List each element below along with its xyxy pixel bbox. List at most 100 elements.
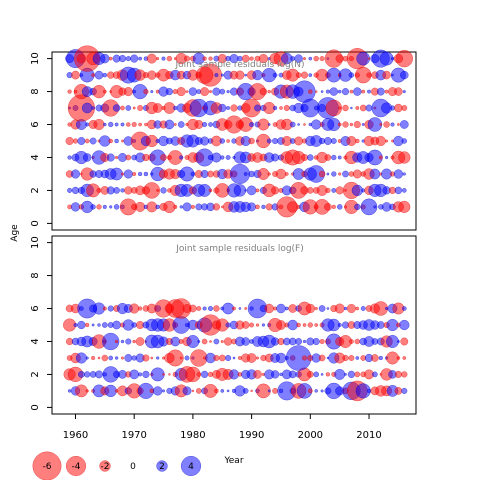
residual-bubble — [396, 123, 400, 126]
residual-bubble — [91, 323, 95, 327]
residual-bubble — [81, 102, 93, 114]
residual-bubble — [225, 322, 231, 328]
residual-bubble — [72, 138, 79, 144]
residual-bubble — [384, 155, 389, 160]
residual-bubble — [335, 186, 344, 195]
residual-bubble — [67, 155, 72, 160]
residual-bubble — [137, 306, 143, 311]
residual-bubble — [186, 335, 200, 348]
residual-bubble — [73, 322, 78, 328]
residual-bubble — [379, 123, 383, 126]
residual-bubble — [102, 72, 108, 78]
residual-bubble — [108, 355, 114, 361]
residual-bubble — [314, 323, 319, 327]
panel-top-frame — [51, 51, 417, 231]
x-tick-label: 2000 — [298, 430, 323, 441]
panel-bottom-title: Joint sample residuals log(F) — [175, 244, 303, 254]
residual-bubble — [355, 356, 360, 360]
legend-bubble — [180, 455, 202, 477]
residual-bubble — [77, 370, 85, 378]
residual-bubble — [355, 306, 360, 311]
residual-bubble — [194, 120, 204, 129]
residual-bubble — [207, 305, 214, 312]
residual-bubble — [254, 104, 261, 112]
residual-bubble — [284, 172, 289, 176]
panel-top-y-axis: 0 2 4 6 8 10 — [30, 52, 52, 227]
residual-bubble — [306, 187, 314, 194]
residual-bubble — [222, 302, 234, 315]
residual-bubble — [91, 73, 96, 78]
residual-bubble — [150, 90, 154, 94]
residual-bubble — [301, 355, 308, 361]
residual-bubble — [107, 305, 114, 312]
residual-bubble — [398, 200, 411, 213]
residual-bubble — [307, 154, 314, 161]
residual-bubble — [401, 105, 408, 111]
residual-bubble — [85, 389, 89, 393]
residual-bubble — [85, 122, 90, 127]
residual-bubble — [313, 55, 319, 62]
residual-bubble — [302, 57, 307, 61]
panel-bottom-y-axis: 0 2 4 6 8 10 — [30, 236, 52, 411]
y-tick-label: 8 — [30, 88, 41, 94]
residual-bubble — [288, 370, 297, 379]
residual-bubble — [213, 305, 220, 312]
residual-bubble — [162, 373, 165, 376]
residual-bubble — [323, 137, 332, 145]
residual-bubble — [100, 53, 110, 64]
residual-bubble — [376, 321, 385, 329]
residual-bubble — [226, 106, 231, 110]
residual-bubble — [244, 189, 247, 192]
residual-bubble — [255, 356, 260, 360]
residual-bubble — [287, 201, 299, 213]
residual-bubble — [235, 70, 245, 80]
residual-bubble — [264, 303, 274, 314]
residual-bubble — [220, 389, 225, 393]
residual-bubble — [331, 154, 337, 161]
residual-bubble — [176, 87, 186, 97]
residual-bubble — [250, 389, 253, 393]
panel-top-title: Joint sample residuals log(N) — [174, 60, 304, 70]
residual-bubble — [233, 184, 247, 197]
residual-bubble — [312, 337, 320, 346]
residual-bubble — [294, 136, 304, 146]
residual-bubble — [102, 89, 107, 94]
residual-bubble — [75, 352, 87, 364]
residual-bubble — [361, 89, 366, 94]
residual-bubble — [342, 104, 349, 112]
residual-bubble — [369, 168, 381, 180]
legend-label: 0 — [130, 462, 136, 472]
residual-bubble — [334, 303, 345, 314]
residual-bubble — [241, 321, 250, 329]
y-tick-label: 0 — [30, 404, 41, 410]
residual-bubble — [398, 151, 411, 164]
panel-top-bubbles — [65, 45, 413, 218]
residual-bubble — [85, 356, 89, 360]
residual-bubble — [114, 122, 119, 127]
y-tick-label: 10 — [30, 236, 41, 249]
residual-bubble — [352, 169, 362, 179]
residual-bubble — [361, 123, 365, 126]
residual-bubble — [271, 186, 280, 195]
residual-bubble — [295, 72, 302, 78]
residual-bubble — [348, 72, 355, 78]
residual-bubble — [393, 169, 404, 179]
residual-bubble — [371, 354, 379, 362]
residual-bubble — [108, 138, 113, 144]
residual-bubble — [196, 306, 202, 311]
residual-bubble — [329, 87, 339, 96]
residual-bubble — [267, 172, 271, 176]
residual-bubble — [276, 320, 286, 330]
residual-bubble — [208, 56, 213, 61]
residual-bubble — [202, 121, 208, 128]
residual-bubble — [320, 389, 324, 393]
residual-bubble — [125, 154, 132, 161]
residual-bubble — [289, 121, 296, 128]
residual-bubble — [276, 303, 286, 314]
residual-bubble — [189, 304, 197, 313]
residual-bubble — [131, 322, 137, 328]
residual-bubble — [396, 356, 401, 360]
residual-bubble — [355, 138, 360, 144]
residual-bubble — [341, 88, 350, 96]
